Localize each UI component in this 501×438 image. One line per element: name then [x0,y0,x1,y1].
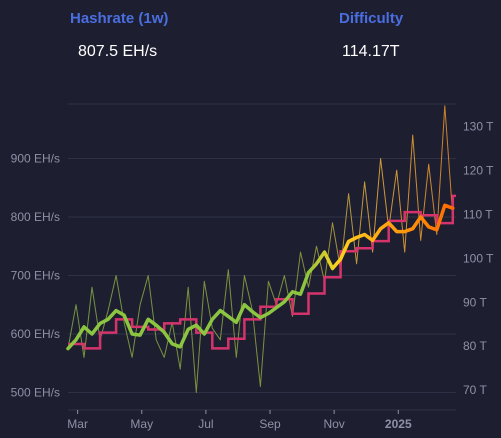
hashrate-daily-line [67,105,454,393]
y-left-tick-label: 700 EH/s [11,268,60,282]
hashrate-average-line [66,203,455,351]
y-left-tick-label: 800 EH/s [11,210,60,224]
y-right-tick-label: 90 T [463,295,487,309]
y-left-tick-label: 500 EH/s [11,385,60,399]
grid-lines [68,103,456,411]
x-tick-label: Mar [67,417,88,431]
difficulty-step-line [68,194,456,350]
hashrate-label: Hashrate (1w) [70,10,169,27]
y-right-tick-label: 130 T [463,119,494,133]
x-tick-label: Nov [323,417,344,431]
axis-ticks: 500 EH/s 600 EH/s 700 EH/s 800 EH/s 900 EH/s… [11,119,494,431]
y-right-tick-label: 100 T [463,251,494,265]
x-tick-label: Sep [259,417,281,431]
hashrate-value: 807.5 EH/s [78,43,158,60]
y-right-tick-label: 70 T [463,383,487,397]
y-right-tick-label: 110 T [463,207,493,221]
y-left-tick-label: 900 EH/s [11,151,60,165]
y-right-tick-label: 80 T [463,339,487,353]
series-lines [66,105,456,393]
difficulty-value: 114.17T [342,43,400,60]
x-tick-label: 2025 [385,417,412,431]
y-left-tick-label: 600 EH/s [11,327,60,341]
x-tick-label: May [130,417,153,431]
x-tick-label: Jul [198,417,213,431]
y-right-tick-label: 120 T [463,163,494,177]
difficulty-label: Difficulty [339,10,404,27]
